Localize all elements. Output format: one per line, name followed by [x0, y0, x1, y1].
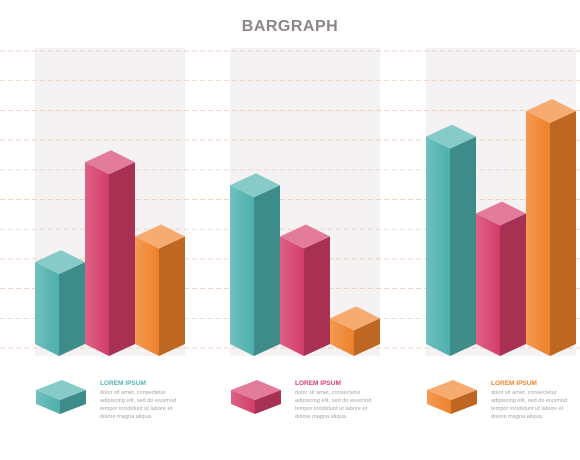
bar-side-face [159, 236, 185, 356]
bar [526, 99, 576, 356]
legend-swatch-top [36, 380, 86, 400]
bar-front-face [476, 213, 500, 356]
bar-front-face [85, 162, 109, 356]
legend-text: dolore magna aliqua. [100, 414, 153, 420]
bar-top-face [476, 201, 526, 226]
chart-title: BARGRAPH [242, 18, 338, 35]
bar-front-face [526, 111, 550, 356]
bar [280, 224, 330, 356]
legend-swatch-front [36, 390, 60, 414]
legend-item: LOREM IPSUM dolor sit amet, consectetur ad… [427, 380, 567, 420]
bar [426, 124, 476, 356]
bar-side-face [254, 185, 280, 356]
legend-item: LOREM IPSUM dolor sit amet, consectetur ad… [231, 380, 371, 420]
legend: LOREM IPSUM dolor sit amet, consectetur ad… [36, 380, 567, 420]
legend-item: LOREM IPSUM dolor sit amet, consectetur ad… [36, 380, 176, 420]
legend-swatch-side [451, 390, 477, 414]
legend-text: adipiscing elit, sed do eiusmod [491, 398, 567, 404]
bar-side-face [109, 162, 135, 356]
bar-top-face [85, 150, 135, 175]
bars [35, 99, 576, 356]
bar [85, 150, 135, 356]
bar [135, 224, 185, 356]
legend-swatch-top [427, 380, 477, 400]
bar-front-face [135, 236, 159, 356]
legend-text: dolor sit amet, consectetur [100, 390, 166, 396]
bar-top-face [280, 224, 330, 249]
bar [330, 306, 380, 356]
legend-text: dolore magna aliqua. [491, 414, 544, 420]
bar-front-face [230, 185, 254, 356]
bar-front-face [426, 136, 450, 356]
legend-title: LOREM IPSUM [100, 380, 146, 387]
legend-text: tempor incididunt ut labore et [295, 406, 368, 412]
legend-swatch-top [231, 380, 281, 400]
bar-side-face [59, 262, 85, 356]
bar [35, 250, 85, 356]
legend-text: adipiscing elit, sed do eiusmod [100, 398, 176, 404]
legend-text: tempor incididunt ut labore et [100, 406, 173, 412]
legend-title: LOREM IPSUM [295, 380, 341, 387]
bar-top-face [526, 99, 576, 124]
bar-top-face [426, 124, 476, 149]
legend-swatch-front [231, 390, 255, 414]
bar-side-face [354, 318, 380, 356]
bar-side-face [304, 236, 330, 356]
legend-swatch-side [255, 390, 281, 414]
legend-text: tempor incididunt ut labore et [491, 406, 564, 412]
bar-top-face [330, 306, 380, 331]
bar-front-face [330, 318, 354, 356]
bar-side-face [500, 213, 526, 356]
bar-side-face [450, 136, 476, 356]
bar-top-face [35, 250, 85, 275]
legend-swatch-side [60, 390, 86, 414]
bar-front-face [35, 262, 59, 356]
legend-swatch-front [427, 390, 451, 414]
legend-text: dolor sit amet, consectetur [295, 390, 361, 396]
legend-text: adipiscing elit, sed do eiusmod [295, 398, 371, 404]
legend-title: LOREM IPSUM [491, 380, 537, 387]
bar-top-face [230, 173, 280, 198]
bar-top-face [135, 224, 185, 249]
legend-text: dolore magna aliqua. [295, 414, 348, 420]
bar [476, 201, 526, 356]
legend-text: dolor sit amet, consectetur [491, 390, 557, 396]
bar-front-face [280, 236, 304, 356]
bar [230, 173, 280, 356]
bar-side-face [550, 111, 576, 356]
